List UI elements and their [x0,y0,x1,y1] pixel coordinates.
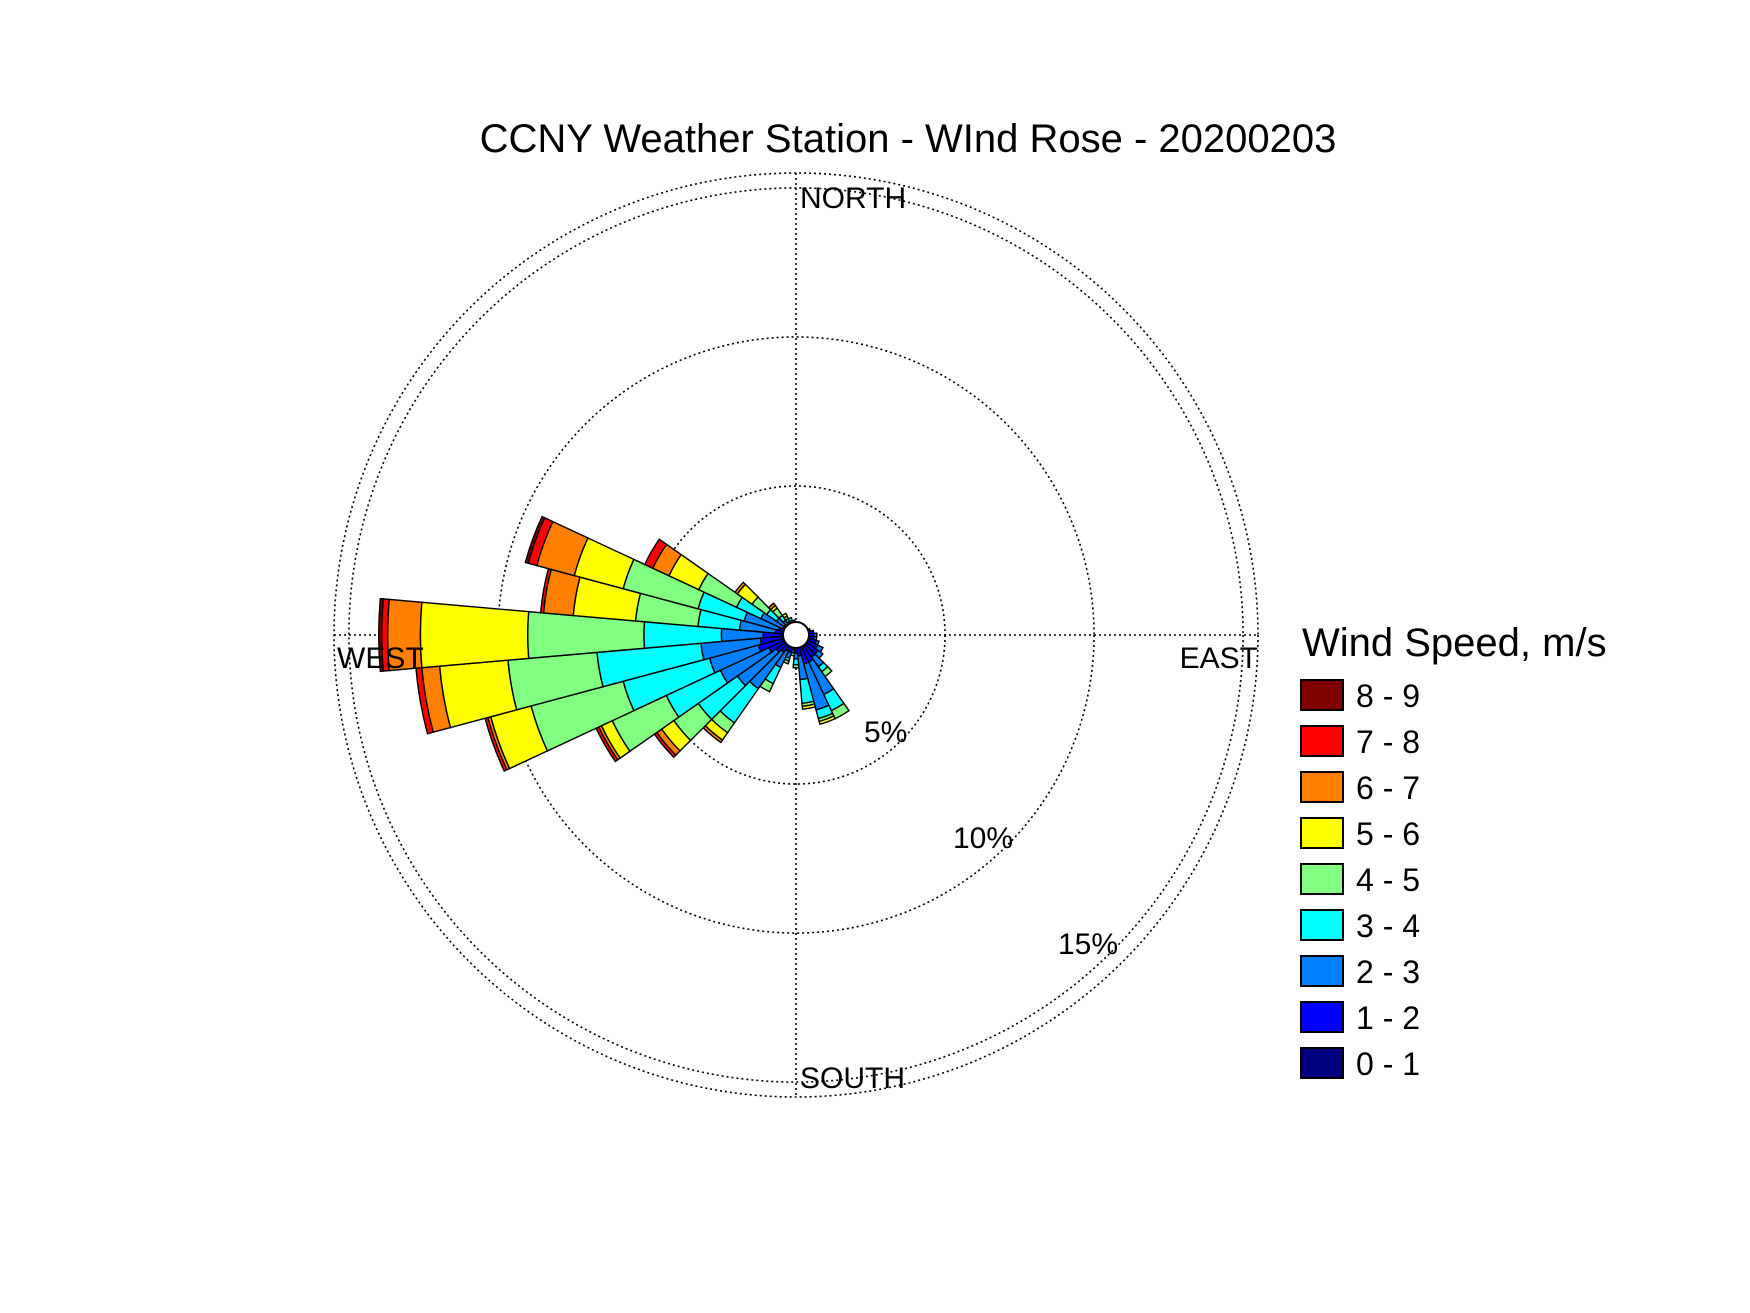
wind-sectors [378,515,850,772]
legend-items: 8 - 9 7 - 8 6 - 7 5 - 6 4 - 5 3 - 4 2 - 3 1 - 2… [1300,678,1420,1082]
ring-label-10: 10% [953,822,1013,855]
legend-label-1-2: 1 - 2 [1356,1000,1420,1036]
south-label: SOUTH [800,1062,905,1095]
legend-swatch-1-2 [1300,1001,1344,1033]
legend-swatch-6-7 [1300,771,1344,803]
north-label: NORTH [800,182,906,215]
legend-swatch-2-3 [1300,955,1344,987]
legend-swatch-3-4 [1300,909,1344,941]
grid-ring-15 [348,187,1244,1083]
legend: Wind Speed, m/s 8 - 9 7 - 8 6 - 7 5 - 6 4 - … [1300,621,1607,1082]
west-label: WEST [337,642,424,675]
legend-label-3-4: 3 - 4 [1356,908,1420,944]
center-calm-circle [782,621,810,649]
chart-title: CCNY Weather Station - WInd Rose - 20200… [480,117,1337,161]
ring-label-15: 15% [1058,928,1118,961]
legend-title: Wind Speed, m/s [1302,621,1607,665]
legend-label-0-1: 0 - 1 [1356,1046,1420,1082]
legend-swatch-4-5 [1300,863,1344,895]
sector-180-bin-3 [792,657,800,666]
east-label: EAST [1180,642,1258,675]
legend-swatch-5-6 [1300,817,1344,849]
sector-270-bin-5 [419,601,530,669]
legend-label-5-6: 5 - 6 [1356,816,1420,852]
legend-label-7-8: 7 - 8 [1356,724,1420,760]
legend-swatch-7-8 [1300,725,1344,757]
legend-label-8-9: 8 - 9 [1356,678,1420,714]
legend-swatch-0-1 [1300,1047,1344,1079]
legend-label-6-7: 6 - 7 [1356,770,1420,806]
legend-label-4-5: 4 - 5 [1356,862,1420,898]
legend-swatch-8-9 [1300,679,1344,711]
ring-label-5: 5% [864,716,907,749]
legend-label-2-3: 2 - 3 [1356,954,1420,990]
